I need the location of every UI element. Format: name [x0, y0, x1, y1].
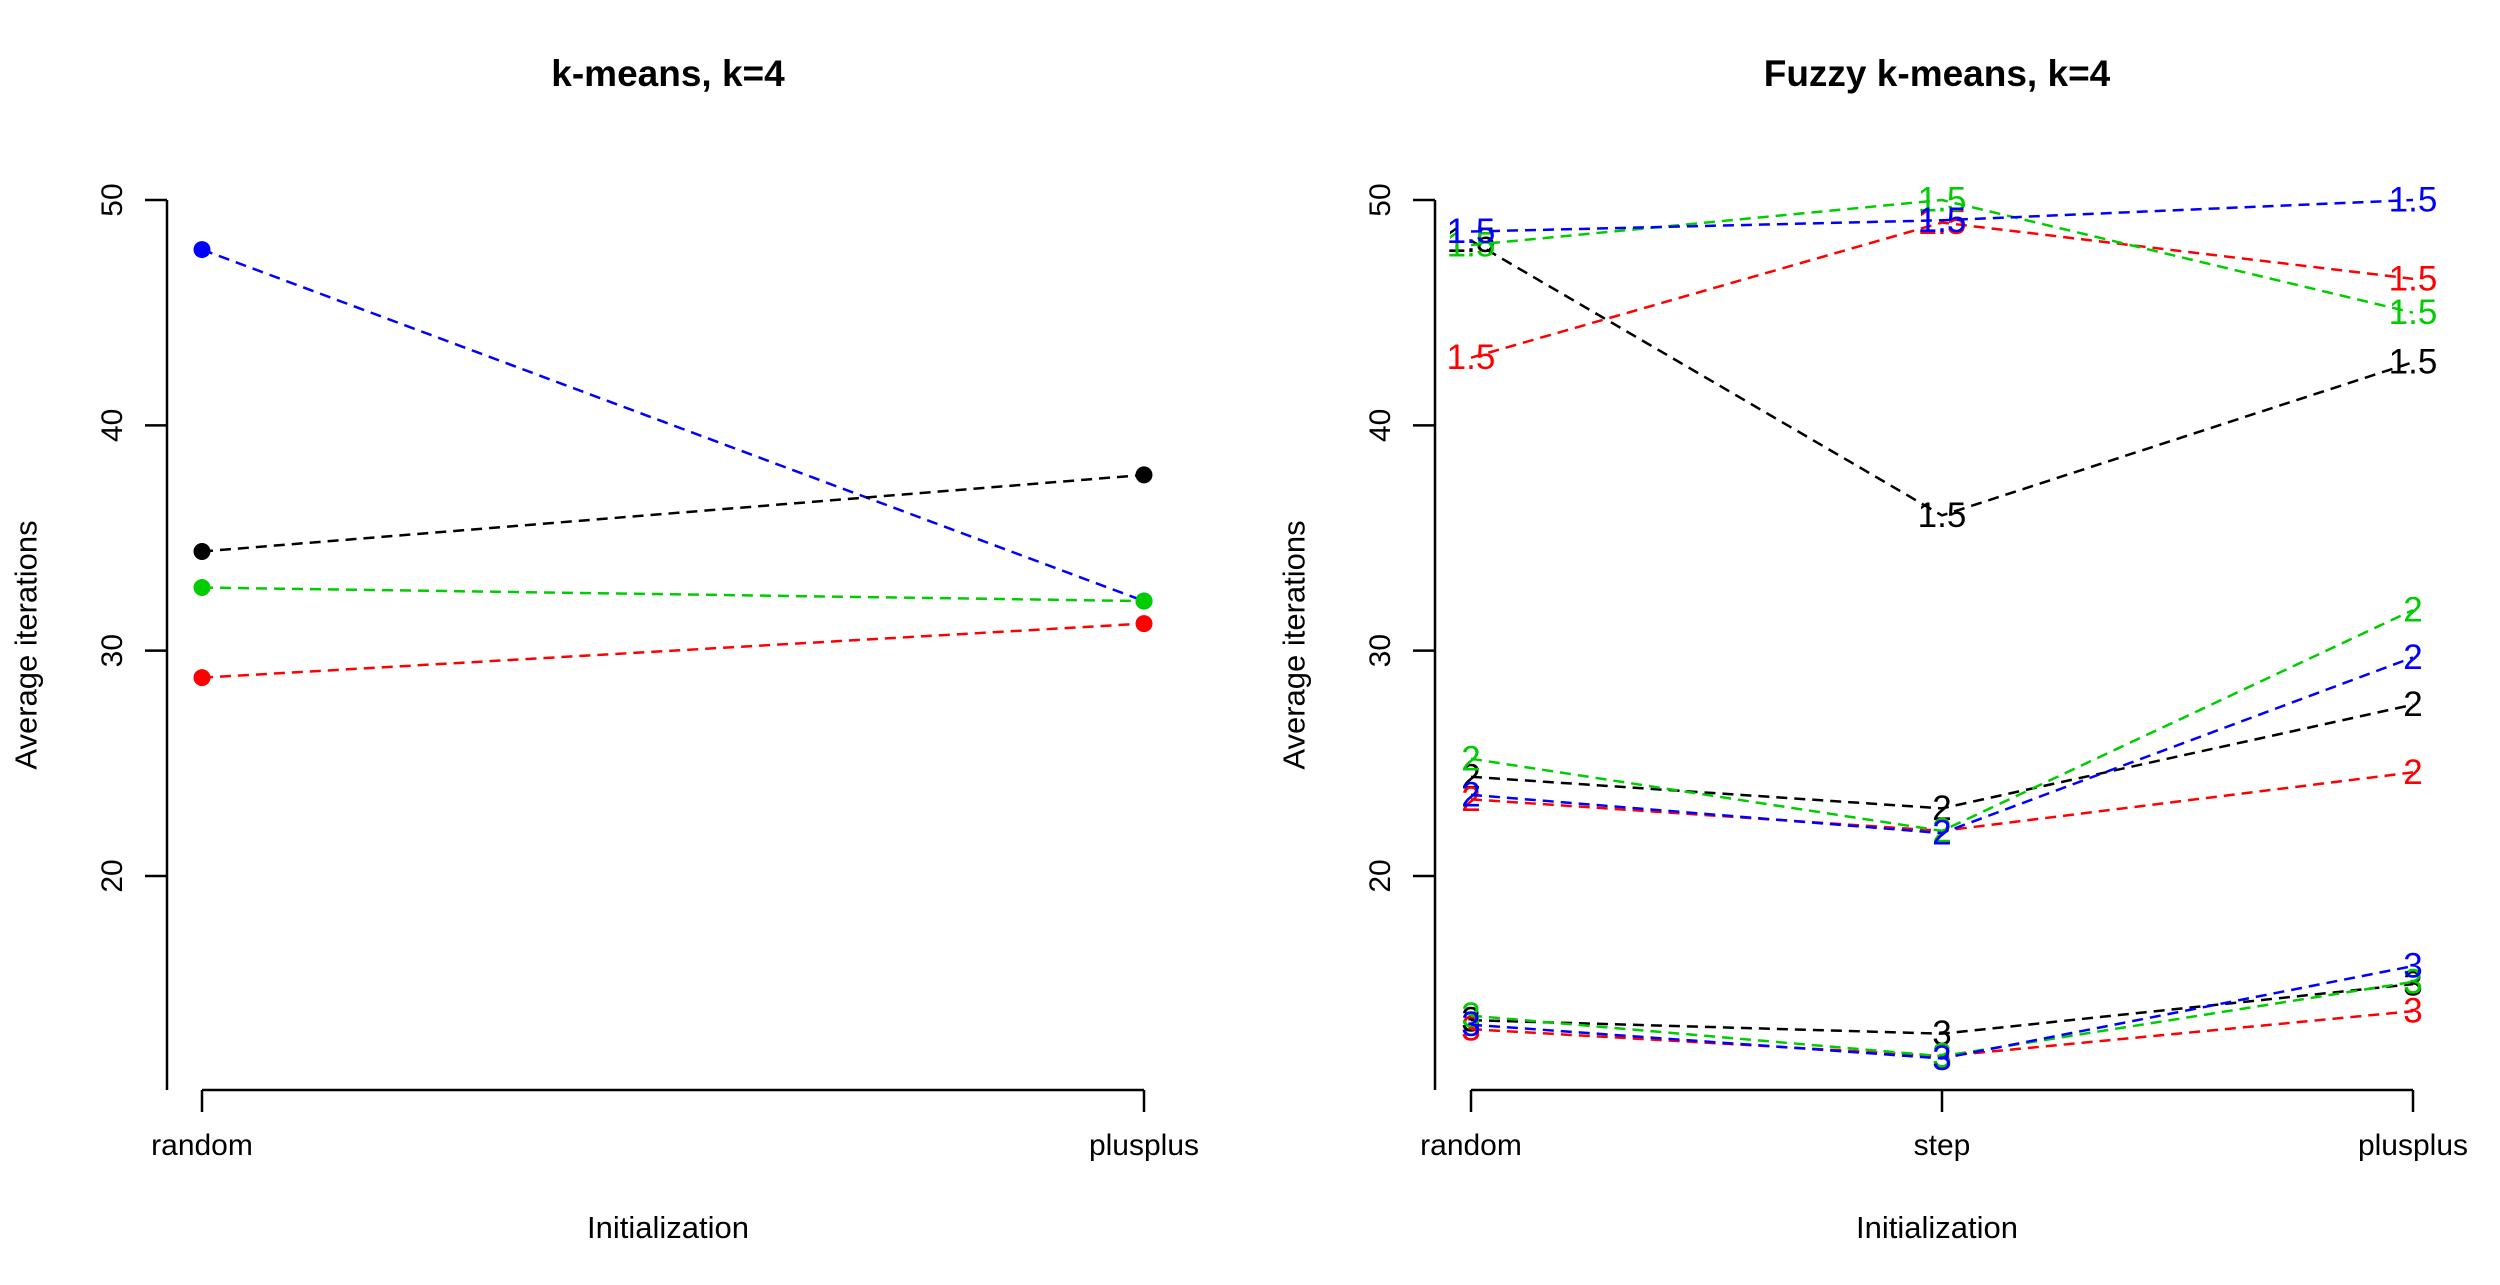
- x-axis-label: Initialization: [1856, 1210, 2018, 1245]
- data-point-label: 1.5: [1447, 221, 1496, 260]
- data-point-label: 2: [1461, 775, 1480, 814]
- data-point: [193, 241, 211, 259]
- series-line: [1470, 656, 2414, 835]
- data-point-label: 2: [1932, 811, 1951, 850]
- series-line: [1470, 703, 2414, 810]
- series-line: [1470, 221, 2414, 359]
- x-tick-label: random: [1420, 1129, 1522, 1162]
- data-point-label: 1.5: [1918, 203, 1967, 242]
- chart-title: k-means, k=4: [551, 53, 785, 94]
- data-point-label: 3: [2403, 992, 2422, 1031]
- data-point: [1135, 592, 1153, 610]
- data-point-label: 1.5: [1447, 338, 1496, 377]
- x-tick-label: plusplus: [1089, 1129, 1199, 1162]
- x-tick-label: plusplus: [2358, 1129, 2468, 1162]
- data-point-label: 3: [2403, 962, 2422, 1001]
- data-point-label: 3: [1932, 1037, 1951, 1076]
- series-line: [201, 586, 1145, 603]
- data-point-label: 1.5: [2389, 181, 2438, 220]
- data-point-label: 1.5: [1447, 226, 1496, 265]
- series-line: [201, 248, 1145, 603]
- data-point-label: 1.5: [2389, 293, 2438, 332]
- y-tick-label: 20: [1364, 859, 1397, 892]
- y-tick-label: 40: [1364, 409, 1397, 442]
- series-line: [1470, 980, 2414, 1058]
- data-point-label: 3: [1932, 1014, 1951, 1053]
- data-point-label: 1.5: [1447, 212, 1496, 251]
- series-line: [201, 622, 1145, 679]
- y-tick-label: 30: [1364, 634, 1397, 667]
- data-point-label: 2: [1932, 814, 1951, 853]
- y-tick-label: 50: [96, 183, 129, 216]
- data-point-label: 3: [1461, 1005, 1480, 1044]
- series-line: [1470, 198, 2414, 233]
- y-tick-label: 30: [96, 634, 129, 667]
- y-axis-label: Average iterations: [1277, 520, 1312, 769]
- series-line: [1470, 198, 2414, 314]
- data-point-label: 3: [2403, 947, 2422, 986]
- data-point-label: 2: [1461, 757, 1480, 796]
- data-point-label: 1.5: [1918, 201, 1967, 240]
- x-tick-label: step: [1914, 1129, 1971, 1162]
- data-point-label: 2: [2403, 638, 2422, 677]
- data-point-label: 2: [2403, 753, 2422, 792]
- series-line: [1470, 239, 2414, 517]
- series-line: [1470, 964, 2414, 1060]
- data-point-label: 3: [1461, 1010, 1480, 1049]
- data-point: [1135, 615, 1153, 633]
- data-point: [193, 542, 211, 560]
- data-point-label: 2: [2403, 591, 2422, 630]
- chart-title: Fuzzy k-means, k=4: [1764, 53, 2111, 94]
- series-line: [1470, 982, 2414, 1035]
- data-point-label: 1.5: [2389, 259, 2438, 298]
- data-point-label: 2: [2403, 685, 2422, 724]
- y-tick-label: 40: [96, 409, 129, 442]
- data-point-label: 2: [1932, 789, 1951, 828]
- data-point-label: 1.5: [1918, 496, 1967, 535]
- data-point-label: 2: [1461, 780, 1480, 819]
- y-tick-label: 20: [96, 859, 129, 892]
- data-point-label: 1.5: [1918, 181, 1967, 220]
- data-point: [1135, 466, 1153, 484]
- data-point-label: 2: [1461, 739, 1480, 778]
- x-tick-label: random: [151, 1129, 253, 1162]
- y-axis-label: Average iterations: [9, 520, 44, 769]
- series-line: [1470, 608, 2414, 833]
- series-line: [201, 473, 1145, 553]
- data-point: [193, 669, 211, 687]
- x-axis-label: Initialization: [587, 1210, 749, 1245]
- data-point-label: 1.5: [2389, 343, 2438, 382]
- data-point: [193, 579, 211, 597]
- data-point-label: 3: [2403, 965, 2422, 1004]
- y-tick-label: 50: [1364, 183, 1397, 216]
- data-point-label: 3: [1932, 1039, 1951, 1078]
